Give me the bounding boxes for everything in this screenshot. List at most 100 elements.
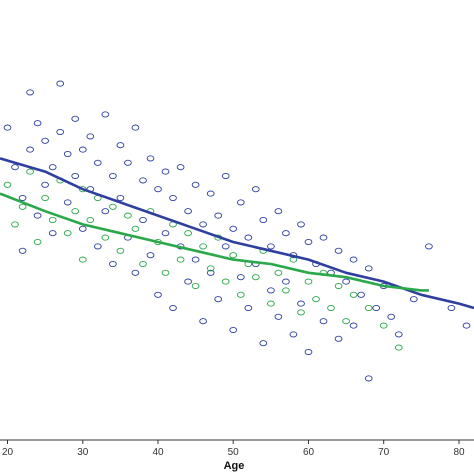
green-data-point (184, 230, 192, 237)
blue-data-point (86, 133, 95, 140)
blue-data-point (63, 199, 72, 206)
blue-data-point (109, 260, 117, 268)
blue-data-point (364, 375, 373, 382)
blue-data-point (236, 199, 245, 206)
blue-data-point (244, 234, 253, 241)
blue-data-point (109, 172, 117, 180)
green-data-point (176, 256, 185, 263)
x-tick-label: 70 (378, 447, 390, 458)
green-data-point (71, 208, 80, 215)
fit-lines-layer (0, 157, 474, 310)
green-data-point (297, 309, 305, 316)
blue-data-point (101, 111, 110, 118)
blue-data-point (462, 322, 471, 329)
blue-data-point (274, 208, 283, 215)
green-data-point (101, 234, 110, 241)
blue-data-point (199, 318, 207, 325)
green-data-point (63, 230, 72, 237)
blue-data-point (244, 304, 253, 312)
green-data-point (41, 194, 49, 202)
blue-data-point (161, 230, 170, 237)
blue-data-point (394, 331, 403, 338)
blue-data-point (214, 212, 223, 219)
blue-data-point (274, 313, 283, 320)
blue-data-point (33, 120, 42, 127)
green-data-point (282, 287, 290, 294)
blue-data-point (116, 194, 125, 202)
blue-data-point (334, 247, 343, 254)
blue-data-point (229, 225, 238, 232)
blue-data-point (221, 243, 230, 250)
x-tick-label: 80 (453, 447, 465, 458)
blue-data-point (33, 212, 42, 219)
x-axis-ticks: 20 30 40 50 60 70 80 (2, 440, 465, 458)
green-data-point (109, 203, 117, 210)
blue-data-point (191, 256, 200, 263)
green-data-point (251, 274, 260, 281)
blue-data-point (139, 216, 147, 224)
blue-data-point (229, 326, 238, 334)
blue-data-point (71, 115, 80, 122)
blue-data-point (364, 265, 373, 272)
blue-data-point (41, 137, 49, 144)
blue-data-point (18, 247, 27, 254)
green-data-point (11, 221, 19, 228)
blue-data-point (259, 340, 268, 347)
x-tick-label: 60 (303, 447, 315, 458)
blue-data-point (206, 190, 215, 197)
blue-data-point (169, 304, 177, 312)
blue-data-point (191, 181, 200, 188)
blue-data-point (154, 186, 162, 193)
blue-data-point (71, 172, 80, 180)
blue-data-point (26, 146, 34, 153)
green-data-point (221, 278, 230, 285)
blue-data-point (349, 256, 358, 263)
green-data-point (48, 216, 57, 224)
green-data-point (236, 291, 245, 298)
blue-data-point (131, 269, 140, 276)
green-data-point (199, 243, 207, 250)
blue-data-point (297, 300, 305, 307)
blue-data-point (334, 335, 343, 342)
x-tick-label: 30 (77, 447, 89, 458)
green-data-point (161, 269, 170, 276)
green-data-point (33, 238, 42, 246)
x-tick-label: 40 (152, 447, 164, 458)
green-data-point (394, 344, 403, 351)
green-fit-line (0, 192, 429, 292)
x-tick-label: 50 (228, 447, 240, 458)
green-data-point (191, 282, 200, 290)
green-data-point (116, 247, 125, 254)
x-axis-title: Age (224, 460, 245, 472)
blue-data-point (161, 168, 170, 175)
blue-data-point (146, 155, 155, 162)
green-data-point (349, 291, 358, 298)
blue-data-point (289, 331, 298, 338)
blue-data-point (169, 194, 177, 202)
green-data-point (274, 269, 283, 276)
blue-data-point (154, 291, 162, 298)
green-data-point (124, 212, 132, 219)
blue-data-point (48, 230, 57, 237)
blue-data-point (93, 159, 102, 166)
blue-data-point (131, 124, 140, 131)
blue-data-point (349, 322, 358, 329)
blue-data-point (124, 159, 132, 166)
blue-data-point (116, 142, 125, 149)
blue-data-point (184, 208, 192, 215)
green-data-point (18, 203, 27, 210)
blue-data-point (101, 208, 110, 215)
blue-data-point (304, 348, 313, 356)
blue-data-point (425, 243, 433, 250)
blue-data-point (41, 181, 49, 188)
blue-data-point (387, 313, 396, 320)
blue-data-point (259, 216, 268, 224)
blue-data-point (199, 221, 207, 228)
points-layer (3, 80, 471, 382)
blue-data-point (282, 230, 290, 237)
blue-fit-line (0, 157, 474, 310)
green-data-point (86, 216, 95, 224)
blue-data-point (214, 296, 223, 303)
blue-data-point (372, 304, 381, 312)
